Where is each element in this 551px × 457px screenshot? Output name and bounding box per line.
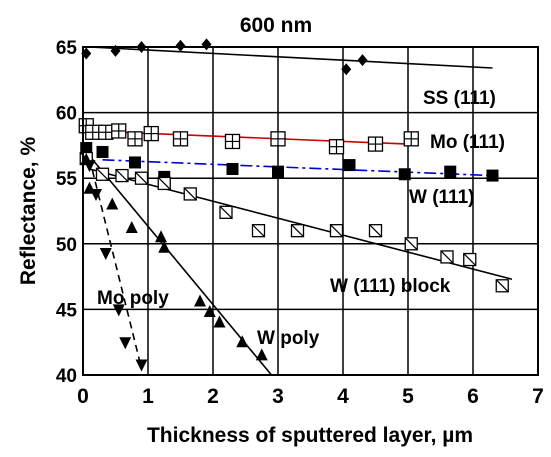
data-point-mo-111	[328, 139, 345, 155]
data-point-mo-111	[172, 131, 189, 147]
x-tick-label: 7	[532, 385, 544, 408]
grid	[83, 47, 538, 375]
data-point-w-111-block	[115, 168, 129, 183]
y-axis-label: Reflectance, %	[17, 137, 40, 286]
y-tick-label: 45	[56, 300, 78, 321]
series-label-mo-poly: Mo poly	[97, 288, 169, 309]
series-label-w-111: W (111)	[409, 187, 474, 208]
data-point-w-111-block	[440, 250, 454, 264]
x-ticks: 0 1 2 3 4 5 6 7	[77, 385, 544, 408]
data-point-mo-poly	[90, 188, 102, 201]
trend-line-w-poly	[85, 151, 273, 376]
y-ticks: 40 45 50 55 60 65	[56, 38, 78, 387]
series-label-ss-111: SS (111)	[423, 88, 496, 109]
data-point-w-poly	[194, 294, 206, 307]
data-point-w-111	[486, 169, 499, 182]
data-point-ss-111	[175, 39, 186, 52]
data-point-w-111-block	[95, 167, 110, 181]
data-point-w-111	[129, 156, 141, 169]
data-point-ss-111	[357, 54, 368, 67]
x-axis-label: Thickness of sputtered layer, µm	[147, 424, 473, 447]
data-markers	[78, 38, 509, 372]
data-point-w-poly	[203, 305, 216, 318]
data-point-w-111	[343, 159, 356, 172]
data-point-mo-111	[143, 125, 159, 142]
data-point-mo-poly	[83, 160, 96, 173]
data-point-mo-111	[111, 123, 127, 139]
data-point-ss-111	[201, 38, 212, 51]
y-tick-label: 60	[56, 104, 77, 125]
data-point-w-poly	[125, 221, 138, 234]
data-point-w-111-block	[219, 205, 233, 219]
data-point-w-111-block	[368, 224, 383, 238]
data-point-w-poly	[236, 335, 249, 348]
data-point-w-poly	[106, 197, 119, 210]
data-point-mo-111	[270, 131, 286, 147]
data-point-w-poly	[213, 315, 226, 328]
trend-line-ss-111	[89, 46, 493, 69]
plot-area	[82, 46, 539, 376]
data-point-w-111-block	[157, 176, 171, 191]
data-point-w-111	[272, 165, 284, 178]
data-point-w-111-block	[134, 171, 149, 185]
data-point-mo-111	[127, 131, 143, 147]
series-label-w-111-block: W (111) block	[330, 276, 451, 297]
x-tick-label: 2	[207, 385, 219, 408]
y-tick-label: 50	[56, 235, 77, 256]
chart-title: 600 nm	[240, 14, 312, 37]
x-tick-label: 3	[272, 385, 284, 408]
data-point-mo-111	[98, 124, 114, 140]
y-tick-label: 65	[56, 38, 78, 59]
data-point-w-111-block	[463, 252, 477, 267]
data-point-w-111-block	[251, 224, 266, 238]
series-ss-111	[81, 38, 368, 76]
x-tick-label: 6	[467, 385, 479, 408]
data-point-w-poly	[255, 348, 268, 361]
series-mo-111	[78, 118, 419, 155]
data-point-w-poly	[158, 240, 171, 253]
data-point-w-111-block	[329, 224, 344, 238]
data-point-w-111-block	[290, 224, 305, 238]
data-point-mo-poly	[135, 359, 148, 372]
series-w-111-block	[79, 151, 509, 293]
data-point-w-111-block	[404, 237, 418, 251]
data-point-ss-111	[341, 63, 352, 76]
data-point-w-111-block	[495, 279, 509, 293]
data-point-w-poly	[155, 230, 167, 243]
data-point-mo-poly	[119, 337, 132, 350]
x-tick-label: 5	[402, 385, 414, 408]
data-point-w-111	[444, 165, 457, 178]
series-label-mo-111: Mo (111)	[430, 132, 505, 153]
x-tick-label: 0	[77, 385, 89, 408]
data-point-w-111	[398, 168, 411, 181]
data-point-mo-111	[367, 136, 384, 152]
data-point-mo-poly	[112, 304, 125, 317]
y-tick-label: 55	[56, 169, 78, 190]
x-tick-label: 4	[337, 385, 349, 408]
series-label-w-poly: W poly	[257, 328, 320, 349]
data-point-mo-111	[403, 131, 419, 147]
data-point-w-111	[226, 163, 239, 176]
data-point-mo-111	[224, 133, 241, 150]
series-mo-poly	[83, 160, 148, 372]
data-point-mo-poly	[99, 247, 112, 260]
data-point-mo-111	[85, 124, 101, 140]
data-point-w-111-block	[183, 187, 197, 201]
x-tick-label: 1	[142, 385, 154, 408]
data-point-w-111	[96, 145, 109, 158]
y-tick-label: 40	[56, 366, 77, 387]
trend-line-w-111	[102, 159, 493, 177]
